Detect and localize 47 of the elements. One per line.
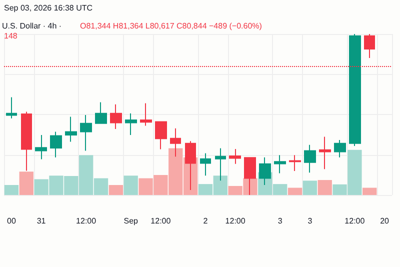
candlestick xyxy=(140,102,152,126)
bar xyxy=(4,185,19,195)
candlestick xyxy=(125,112,137,136)
x-tick-label: 12:00 xyxy=(76,216,97,226)
text: Sep 03, 2026 16:38 UTC xyxy=(4,4,93,12)
bar xyxy=(318,180,332,195)
annotation: 148 xyxy=(4,32,18,40)
bar xyxy=(19,172,34,195)
x-tick-label: 12:00 xyxy=(225,216,246,226)
candlestick xyxy=(50,131,62,158)
x-tick-label: 12:00 xyxy=(344,216,366,226)
candlestick xyxy=(200,152,211,176)
x-tick-label: Sep xyxy=(124,216,139,226)
candlestick xyxy=(215,148,226,182)
candlestick xyxy=(349,34,361,147)
candlestick xyxy=(65,116,77,142)
candlestick xyxy=(80,114,92,152)
candlestick xyxy=(110,104,122,130)
candlestick xyxy=(6,96,17,119)
x-tick-label: 31 xyxy=(36,216,46,226)
candlestick xyxy=(170,128,181,158)
x-tick-label: 3 xyxy=(278,216,283,226)
candlestick xyxy=(244,157,256,196)
x-tick-label: 12:00 xyxy=(150,216,172,226)
candlestick xyxy=(364,34,375,58)
x-tick-label: 20 xyxy=(380,216,390,226)
candlestick xyxy=(229,148,241,164)
text: O81,344 H81,364 L80,617 C80,844 −489 (−0.60%) xyxy=(80,22,262,30)
candlestick xyxy=(35,134,47,160)
candlestick xyxy=(21,111,32,172)
bar xyxy=(302,180,318,195)
candlestick xyxy=(95,102,107,124)
x-tick-label: 3 xyxy=(308,216,313,226)
text: U.S. Dollar · 4h · xyxy=(2,22,62,30)
bar xyxy=(362,188,377,195)
bar xyxy=(124,176,138,195)
candlestick xyxy=(334,139,346,158)
candlestick xyxy=(304,144,316,174)
bar xyxy=(108,185,124,195)
candlestick xyxy=(155,121,167,150)
x-tick-label: 2 xyxy=(203,216,208,226)
candlestick xyxy=(319,136,331,170)
candlestick xyxy=(289,154,301,172)
x-tick-label: 00 xyxy=(7,216,16,226)
candlestick xyxy=(274,154,286,174)
candlestick xyxy=(185,140,196,191)
bar xyxy=(288,188,302,195)
